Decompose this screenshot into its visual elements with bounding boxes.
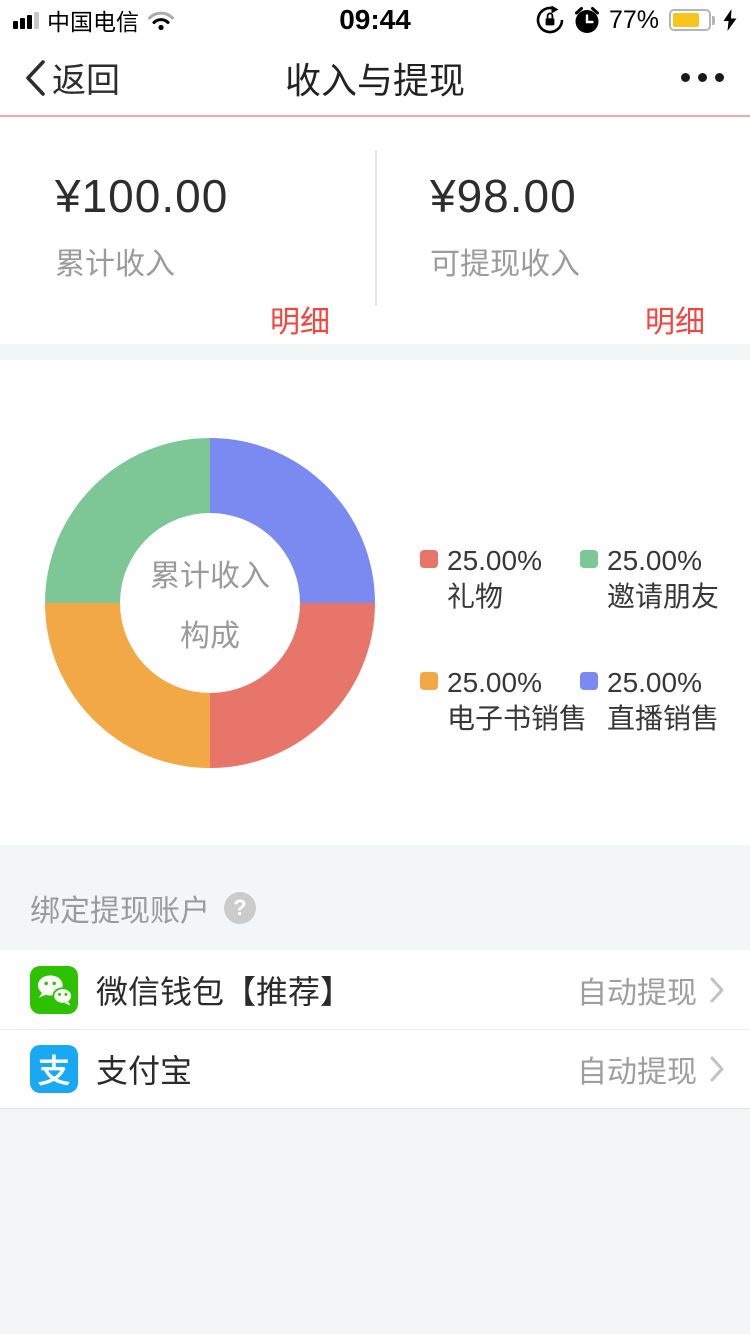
withdrawable-income-detail-link[interactable]: 明细 bbox=[645, 306, 705, 339]
withdrawable-income-label: 可提现收入 bbox=[430, 248, 580, 281]
total-income-label: 累计收入 bbox=[55, 248, 175, 281]
bottom-background bbox=[0, 1108, 750, 1334]
list-item-alipay[interactable]: 支 支付宝 自动提现 bbox=[0, 1029, 750, 1108]
total-income-detail-link[interactable]: 明细 bbox=[270, 306, 330, 339]
legend-item-live-sales: 25.00% 直播销售 bbox=[580, 665, 740, 737]
withdrawable-income-card: ¥98.00 可提现收入 明细 bbox=[375, 117, 750, 344]
help-icon[interactable]: ? bbox=[224, 892, 256, 924]
legend-swatch-ebook-sales bbox=[420, 672, 438, 690]
battery-percent-label: 77% bbox=[608, 5, 659, 34]
wifi-icon bbox=[147, 10, 175, 31]
legend-swatch-invite-friends bbox=[580, 550, 598, 568]
back-chevron-icon bbox=[24, 59, 46, 97]
legend-item-invite-friends: 25.00% 邀请朋友 bbox=[580, 543, 740, 615]
chart-legend: 25.00% 礼物 25.00% 邀请朋友 25.00% 电子书销售 25.00… bbox=[420, 543, 740, 737]
account-name: 微信钱包【推荐】 bbox=[96, 973, 353, 1010]
carrier-label: 中国电信 bbox=[47, 9, 139, 35]
back-label: 返回 bbox=[52, 62, 120, 100]
summary-divider bbox=[375, 150, 377, 306]
status-bar: 中国电信 09:44 77% bbox=[0, 0, 750, 40]
legend-swatch-live-sales bbox=[580, 672, 598, 690]
more-menu-button[interactable] bbox=[679, 63, 726, 92]
charging-bolt-icon bbox=[723, 9, 737, 31]
back-button[interactable]: 返回 bbox=[24, 53, 120, 102]
battery-icon bbox=[669, 9, 715, 31]
account-name: 支付宝 bbox=[96, 1053, 193, 1089]
income-summary: ¥100.00 累计收入 明细 ¥98.00 可提现收入 明细 bbox=[0, 117, 750, 344]
chevron-right-icon bbox=[709, 1055, 725, 1083]
section-separator bbox=[0, 344, 750, 360]
cell-signal-icon bbox=[13, 11, 39, 29]
income-composition-section: 累计收入 构成 25.00% 礼物 25.00% 邀请朋友 25.00% 电子书… bbox=[0, 360, 750, 845]
alipay-icon: 支 bbox=[30, 1045, 78, 1093]
nav-bar: 收入与提现 返回 bbox=[0, 40, 750, 117]
alarm-icon bbox=[573, 6, 601, 34]
income-donut-chart: 累计收入 构成 bbox=[45, 438, 375, 768]
total-income-amount: ¥100.00 bbox=[55, 170, 229, 222]
legend-swatch-gifts bbox=[420, 550, 438, 568]
legend-item-gifts: 25.00% 礼物 bbox=[420, 543, 580, 615]
bind-account-section-header: 绑定提现账户 ? bbox=[0, 845, 750, 950]
donut-center-label: 累计收入 构成 bbox=[120, 513, 300, 693]
account-status: 自动提现 bbox=[577, 976, 697, 1010]
wechat-icon bbox=[30, 965, 78, 1014]
page-title: 收入与提现 bbox=[284, 59, 465, 101]
withdraw-account-list: 微信钱包【推荐】 自动提现 支 支付宝 自动提现 bbox=[0, 950, 750, 1108]
account-status: 自动提现 bbox=[577, 1056, 697, 1089]
total-income-card: ¥100.00 累计收入 明细 bbox=[0, 117, 375, 344]
status-time: 09:44 bbox=[339, 4, 411, 35]
bind-account-title: 绑定提现账户 bbox=[30, 895, 210, 928]
legend-item-ebook-sales: 25.00% 电子书销售 bbox=[420, 665, 587, 737]
chevron-right-icon bbox=[709, 976, 725, 1004]
list-item-wechat-wallet[interactable]: 微信钱包【推荐】 自动提现 bbox=[0, 950, 750, 1029]
orientation-lock-icon bbox=[535, 5, 565, 35]
withdrawable-income-amount: ¥98.00 bbox=[430, 170, 577, 222]
